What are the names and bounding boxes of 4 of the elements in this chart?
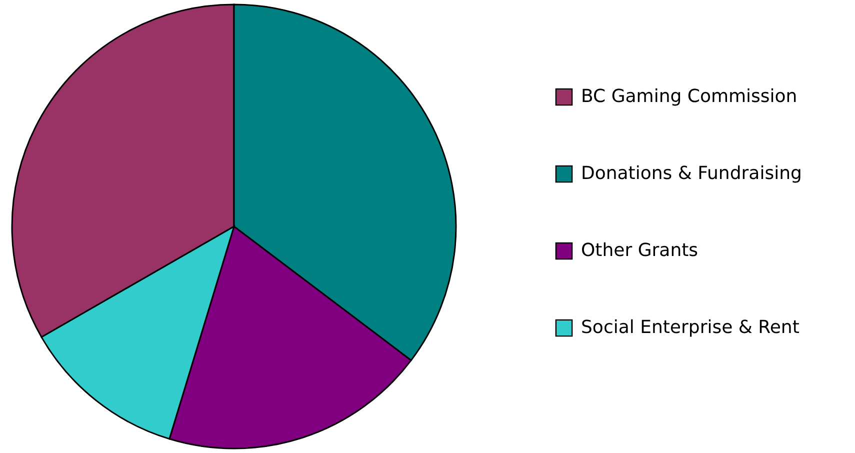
legend-label: Donations & Fundraising (581, 163, 802, 184)
legend-label: BC Gaming Commission (581, 86, 798, 107)
legend-label: Social Enterprise & Rent (581, 317, 800, 338)
legend-label: Other Grants (581, 240, 698, 261)
